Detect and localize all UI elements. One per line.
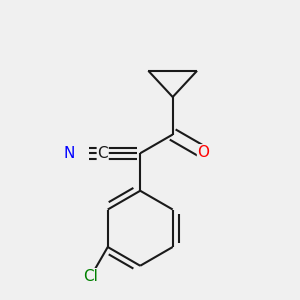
Text: O: O — [197, 145, 209, 160]
Text: C: C — [98, 146, 108, 161]
Text: Cl: Cl — [83, 269, 98, 284]
Text: N: N — [63, 146, 75, 161]
